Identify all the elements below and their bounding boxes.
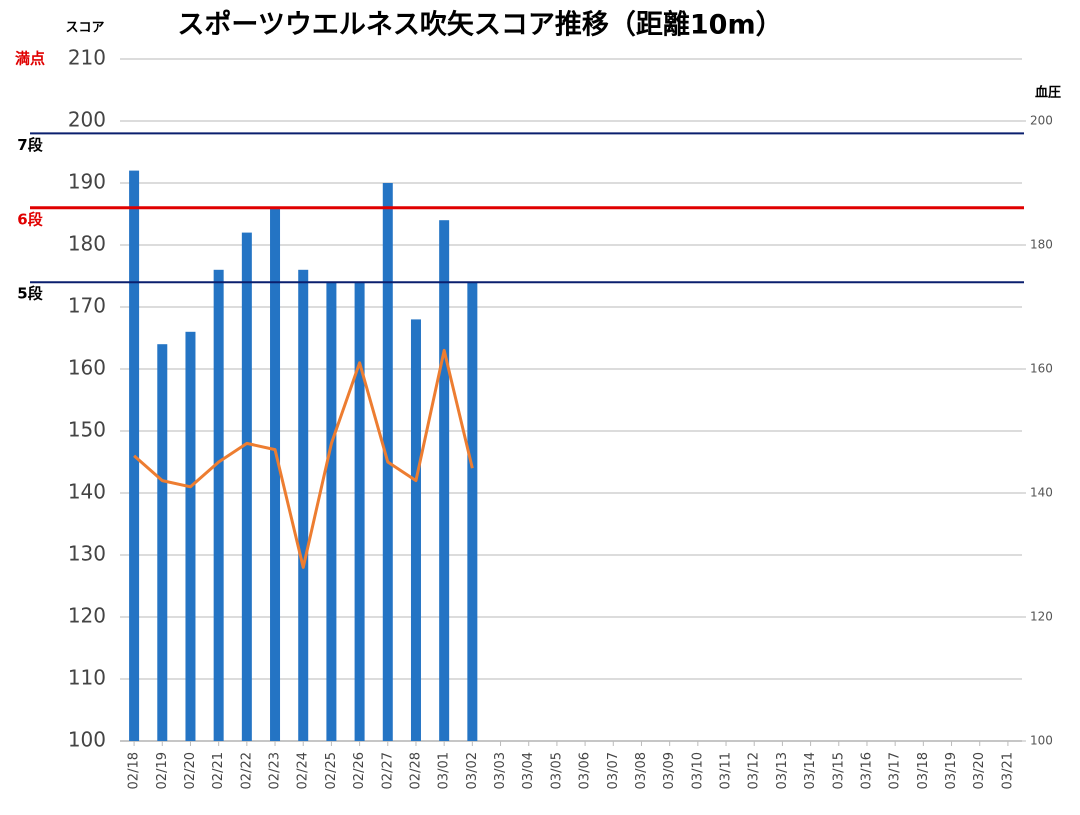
x-tick-label: 03/14 <box>803 752 818 789</box>
x-tick-label: 03/02 <box>465 752 480 789</box>
x-tick-label: 02/25 <box>324 752 339 789</box>
bar <box>213 269 224 741</box>
bar <box>410 319 421 741</box>
x-tick-label: 02/21 <box>211 752 226 789</box>
x-tick-label: 02/18 <box>127 752 142 789</box>
x-tick-label: 02/28 <box>408 752 423 789</box>
y-tick-label: 120 <box>68 604 106 628</box>
x-tick-label: 02/23 <box>268 752 283 789</box>
x-tick-label: 03/18 <box>916 752 931 789</box>
x-tick-label: 03/03 <box>493 752 508 789</box>
y2-tick-label: 100 <box>1030 734 1053 748</box>
y2-tick-label: 160 <box>1030 362 1053 376</box>
x-tick-label: 03/16 <box>859 752 874 789</box>
x-tick-label: 03/08 <box>634 752 649 789</box>
y-tick-label: 170 <box>68 294 106 318</box>
bar <box>439 220 450 741</box>
bar <box>185 331 196 741</box>
x-tick-label: 03/21 <box>1000 752 1015 789</box>
y2-tick-label: 180 <box>1030 238 1053 252</box>
reference-label: 満点 <box>15 50 45 68</box>
bar <box>467 282 478 741</box>
x-tick-label: 03/04 <box>521 752 536 789</box>
x-tick-label: 03/17 <box>888 752 903 789</box>
y2-tick-label: 140 <box>1030 486 1053 500</box>
x-tick-label: 03/10 <box>690 752 705 789</box>
y-tick-label: 140 <box>68 480 106 504</box>
y-tick-label: 200 <box>68 108 106 132</box>
x-tick-label: 03/09 <box>662 752 677 789</box>
y-tick-label: 190 <box>68 170 106 194</box>
reference-label: 7段 <box>17 136 42 154</box>
bar <box>157 344 168 741</box>
y-tick-label: 180 <box>68 232 106 256</box>
y-tick-label: 130 <box>68 542 106 566</box>
x-tick-label: 03/11 <box>719 752 734 789</box>
line <box>133 348 474 569</box>
x-tick-label: 03/20 <box>972 752 987 789</box>
x-tick-label: 03/06 <box>578 752 593 789</box>
bar <box>241 232 252 741</box>
bar <box>270 207 281 742</box>
x-tick-label: 03/01 <box>437 752 452 789</box>
y2-tick-label: 200 <box>1030 114 1053 128</box>
x-tick-label: 02/24 <box>296 752 311 789</box>
bar <box>326 282 337 741</box>
x-tick-label: 03/13 <box>775 752 790 789</box>
y-tick-label: 210 <box>68 46 106 70</box>
x-tick-label: 03/07 <box>606 752 621 789</box>
y-tick-label: 160 <box>68 356 106 380</box>
x-tick-label: 03/12 <box>747 752 762 789</box>
x-tick-label: 02/22 <box>239 752 254 789</box>
y-tick-label: 150 <box>68 418 106 442</box>
reference-label: 6段 <box>17 210 42 228</box>
x-tick-label: 02/19 <box>155 752 170 789</box>
x-tick-label: 03/19 <box>944 752 959 789</box>
bar <box>298 269 309 741</box>
x-tick-label: 03/15 <box>831 752 846 789</box>
y2-tick-label: 120 <box>1030 610 1053 624</box>
reference-label: 5段 <box>17 285 42 303</box>
x-tick-label: 02/20 <box>183 752 198 789</box>
y-axis-label: スコア <box>65 21 104 36</box>
x-tick-label: 02/26 <box>352 752 367 789</box>
chart-title: スポーツウエルネス吹矢スコア推移（距離10m） <box>177 9 782 41</box>
x-tick-label: 03/05 <box>549 752 564 789</box>
bar <box>354 282 365 741</box>
y-tick-label: 110 <box>68 666 106 690</box>
y-tick-label: 100 <box>68 728 106 752</box>
x-tick-label: 02/27 <box>380 752 395 789</box>
y2-axis-label: 血圧 <box>1035 85 1061 101</box>
